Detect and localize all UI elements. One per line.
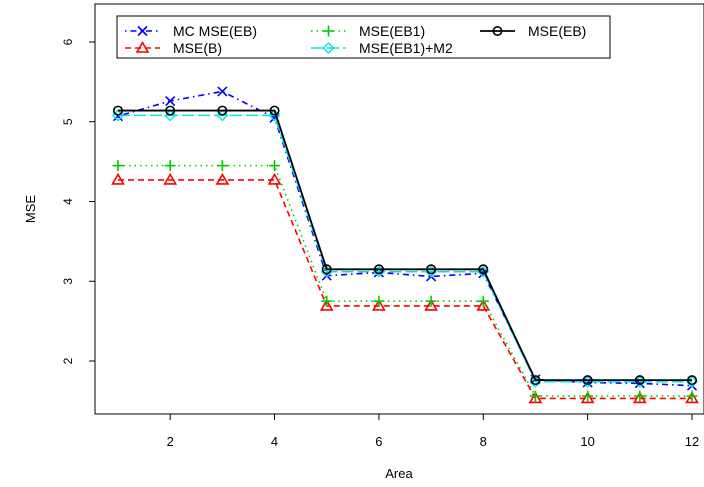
data-point-plus-marker [529, 390, 541, 402]
y-axis-label: MSE [23, 195, 38, 224]
legend-entry: MSE(EB1) [311, 23, 425, 39]
legend-label: MSE(EB) [528, 23, 586, 39]
data-point-triangle-marker [424, 298, 438, 311]
y-tick-label: 4 [61, 198, 75, 205]
data-point-circle-marker [269, 105, 280, 116]
legend: MC MSE(EB)MSE(B) MSE(EB1)MSE(EB1)+M2 MSE(E… [116, 15, 611, 59]
y-tick-label: 3 [61, 278, 75, 285]
data-point-plus-marker [634, 390, 646, 402]
data-point-circle-marker [530, 375, 541, 386]
x-tick-label: 10 [580, 434, 594, 449]
legend-box [116, 15, 611, 59]
data-point-triangle-marker [111, 172, 125, 185]
data-point-circle-marker [478, 264, 489, 275]
x-tick-label: 6 [375, 434, 382, 449]
series-line [118, 164, 692, 397]
series-line [118, 109, 692, 382]
x-tick-label: 8 [480, 434, 487, 449]
plot-box [94, 3, 704, 415]
data-point-plus-marker [112, 160, 124, 172]
series-mse-eb- [113, 105, 697, 386]
data-point-circle-marker [113, 105, 124, 116]
legend-entry: MSE(B) [125, 40, 222, 56]
legend-entry: MC MSE(EB) [125, 23, 257, 39]
y-tick-label: 2 [61, 357, 75, 364]
data-point-triangle-marker [632, 391, 647, 404]
data-point-circle-marker [582, 375, 593, 386]
data-point-circle-marker [217, 105, 228, 116]
data-point-circle-marker [492, 25, 503, 36]
x-axis: 2 4 6 8 10 12 [167, 413, 699, 449]
data-point-triangle-marker [215, 172, 230, 185]
series-line [118, 114, 692, 383]
series-mse-b- [111, 172, 699, 404]
data-point-plus-marker [425, 295, 437, 307]
legend-label: MSE(B) [173, 40, 222, 56]
data-point-circle-marker [321, 264, 332, 275]
legend-label: MSE(EB1)+M2 [359, 40, 453, 56]
data-point-diamond-marker [322, 42, 335, 54]
series-line [117, 90, 693, 387]
legend-label: MSE(EB1) [359, 23, 425, 39]
data-point-plus-marker [686, 390, 698, 402]
legend-entry: MSE(EB1)+M2 [311, 40, 453, 56]
data-point-circle-marker [165, 105, 176, 116]
legend-label: MC MSE(EB) [173, 23, 257, 39]
data-point-plus-marker [321, 295, 333, 307]
data-point-circle-marker [426, 264, 437, 275]
y-tick-label: 5 [61, 118, 75, 125]
series-mc-mse-eb- [112, 86, 698, 391]
data-point-triangle-marker [319, 298, 334, 311]
x-marker-stroke [165, 95, 176, 107]
data-point-triangle-marker [528, 391, 543, 404]
data-point-triangle-marker [135, 40, 150, 53]
data-point-x-marker [217, 86, 228, 97]
data-point-triangle-marker [267, 172, 282, 185]
data-point-plus-marker [373, 295, 385, 307]
x-axis-label: Area [385, 466, 413, 481]
data-point-triangle-marker [372, 298, 386, 311]
data-point-plus-marker [582, 390, 594, 402]
data-point-triangle-marker [163, 172, 178, 185]
data-point-plus-marker [216, 160, 228, 172]
y-axis: 2 3 4 5 6 [61, 38, 96, 364]
data-point-plus-marker [323, 25, 334, 37]
data-point-circle-marker [686, 375, 697, 386]
data-point-triangle-marker [580, 391, 595, 404]
x-tick-label: 2 [167, 434, 174, 449]
x-tick-label: 4 [271, 434, 278, 449]
x-marker-stroke [217, 86, 228, 97]
x-tick-label: 12 [685, 434, 699, 449]
series-line [118, 179, 692, 400]
data-point-plus-marker [269, 160, 281, 172]
series-mse-eb1- [112, 160, 698, 402]
series-layer [111, 86, 699, 404]
series-mse-eb1-m2 [112, 109, 698, 388]
legend-entry: MSE(EB) [480, 23, 586, 39]
data-point-x-marker [165, 95, 176, 107]
x-marker-stroke [269, 112, 280, 123]
data-point-plus-marker [164, 160, 176, 172]
x-marker-stroke [137, 25, 148, 37]
data-point-x-marker [137, 25, 148, 37]
data-point-triangle-marker [685, 391, 699, 404]
data-point-circle-marker [634, 375, 645, 386]
data-point-circle-marker [373, 264, 384, 275]
y-tick-label: 6 [61, 38, 75, 45]
data-point-plus-marker [477, 295, 489, 307]
